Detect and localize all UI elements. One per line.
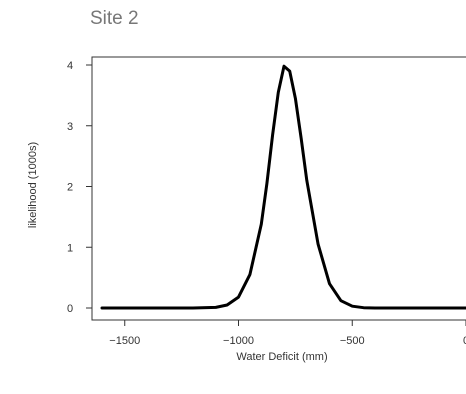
x-axis-label: Water Deficit (mm)	[236, 351, 327, 363]
x-tick-label: −1500	[109, 335, 140, 347]
y-tick-label: 2	[67, 182, 73, 194]
x-tick-label: −1000	[223, 335, 254, 347]
y-tick-label: 0	[67, 303, 73, 315]
chart-title: Site 2	[90, 8, 139, 29]
y-tick-label: 1	[67, 242, 73, 254]
y-tick-label: 3	[67, 121, 73, 133]
y-tick-label: 4	[67, 60, 73, 72]
density-curve	[100, 64, 466, 310]
x-tick-label: −500	[340, 335, 365, 347]
x-tick-label: 0	[463, 335, 466, 347]
plot-frame	[91, 56, 466, 321]
y-axis-label: likelihood (1000s)	[27, 142, 39, 228]
